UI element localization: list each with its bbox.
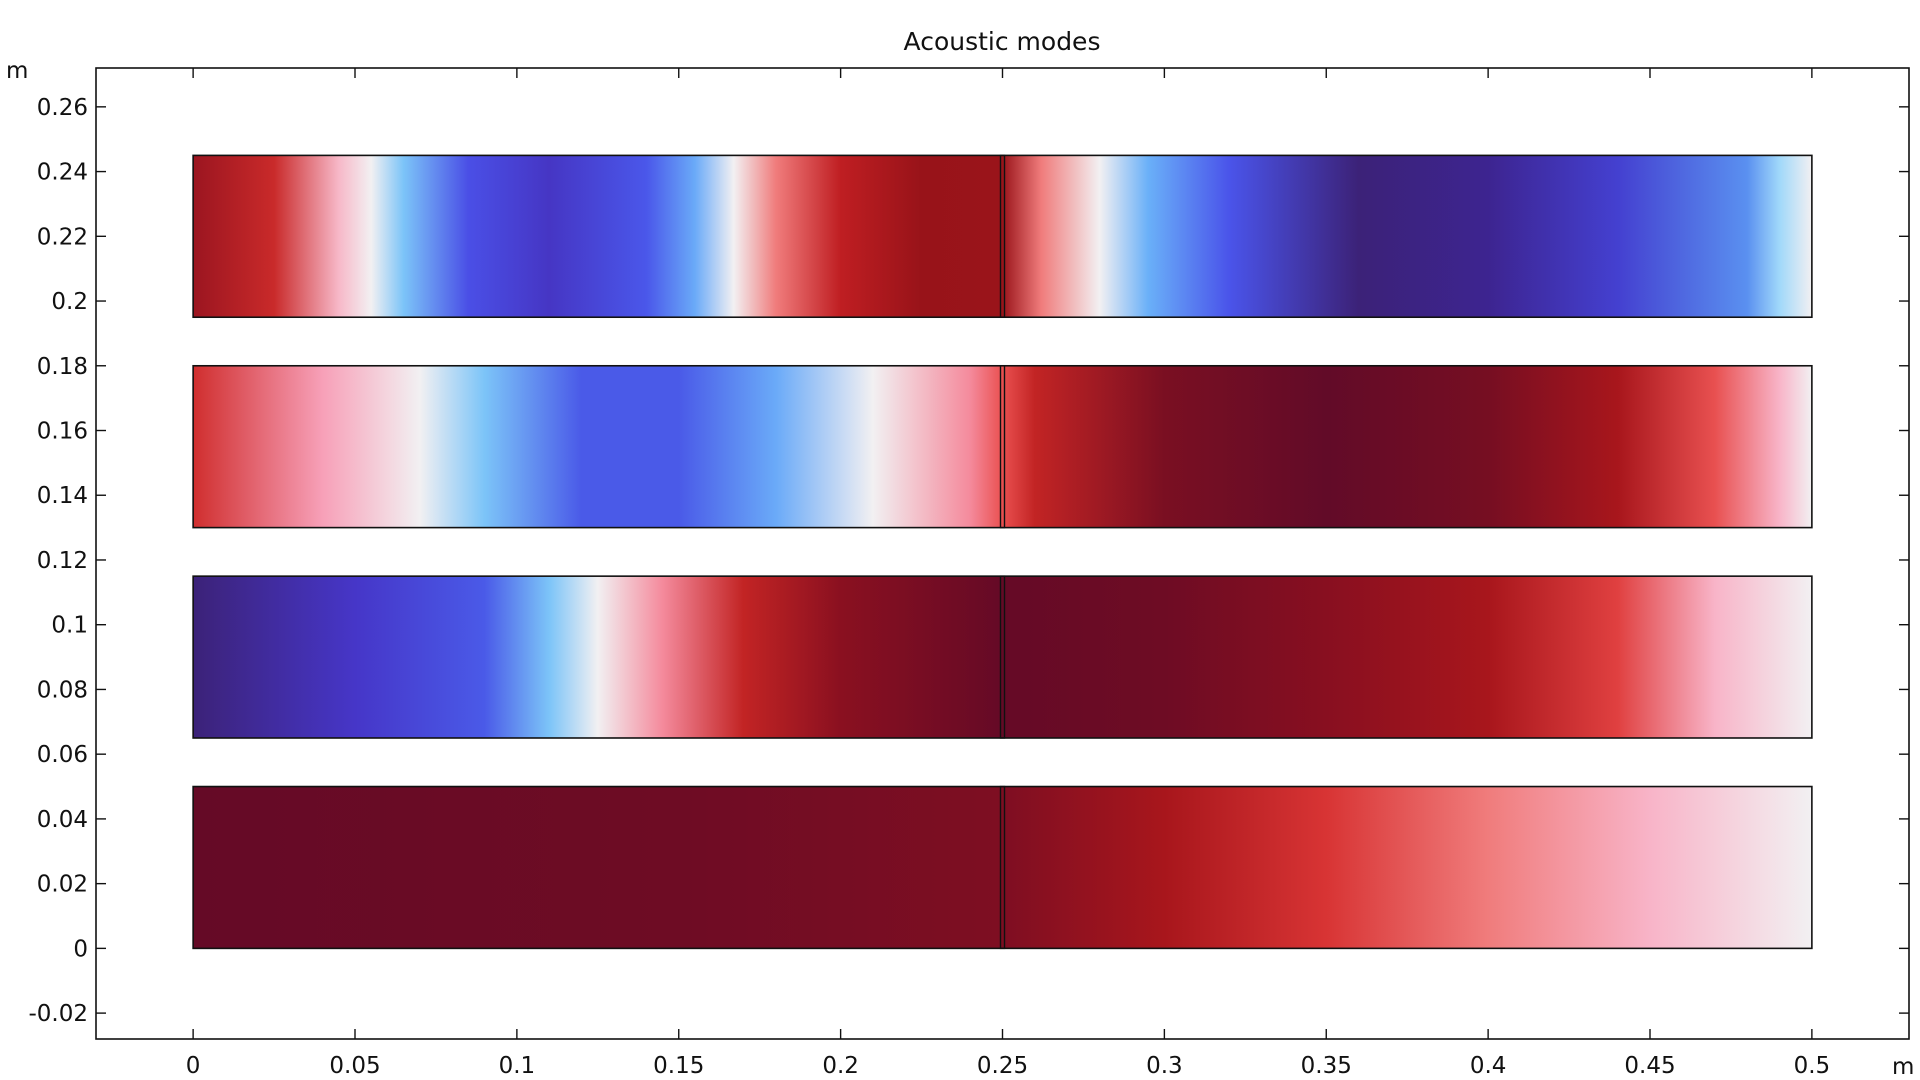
y-axis-unit-label: m (6, 58, 28, 84)
strip-divider-2 (999, 365, 1006, 529)
y-tick-label: -0.02 (28, 1001, 88, 1027)
y-tick-label: 0.1 (51, 613, 88, 639)
x-tick-label: 0.45 (1624, 1053, 1675, 1079)
y-tick-label: 0.22 (37, 224, 88, 250)
strip-divider-3 (999, 575, 1006, 739)
y-tick-label: 0 (73, 936, 88, 962)
mode-strip-3 (192, 575, 1813, 739)
y-tick-label: 0.02 (37, 872, 88, 898)
axis-ticks: 0 0.05 0.1 0.15 0.2 0.25 0.3 0.35 0.4 0.45 0.5 -0.0… (28, 68, 1909, 1079)
y-tick-label: 0.12 (37, 548, 88, 574)
y-tick-label: 0.18 (37, 354, 88, 380)
strip-divider-1 (999, 154, 1006, 318)
mode-strip-1 (192, 154, 1813, 319)
mode-strip-4 (192, 785, 1813, 950)
mode-strip-2 (192, 364, 1813, 529)
x-tick-label: 0.4 (1470, 1053, 1507, 1079)
y-tick-label: 0.16 (37, 419, 88, 445)
x-axis-unit-label: m (1892, 1054, 1914, 1080)
x-tick-label: 0.15 (653, 1053, 704, 1079)
y-tick-label: 0.08 (37, 677, 88, 703)
y-tick-label: 0.14 (37, 483, 88, 509)
x-tick-label: 0.35 (1301, 1053, 1352, 1079)
y-tick-label: 0.06 (37, 742, 88, 768)
x-tick-label: 0.05 (329, 1053, 380, 1079)
mode-strips (192, 154, 1813, 950)
x-tick-label: 0.3 (1146, 1053, 1183, 1079)
y-tick-label: 0.2 (51, 289, 88, 315)
y-tick-label: 0.24 (37, 160, 88, 186)
strip-divider-4 (999, 785, 1006, 950)
x-tick-label: 0 (186, 1053, 201, 1079)
y-tick-label: 0.04 (37, 807, 88, 833)
x-tick-label: 0.25 (977, 1053, 1028, 1079)
x-tick-label: 0.1 (499, 1053, 536, 1079)
y-tick-label: 0.26 (37, 95, 88, 121)
x-tick-label: 0.5 (1794, 1053, 1831, 1079)
x-tick-label: 0.2 (822, 1053, 859, 1079)
chart-title: Acoustic modes (904, 27, 1101, 56)
